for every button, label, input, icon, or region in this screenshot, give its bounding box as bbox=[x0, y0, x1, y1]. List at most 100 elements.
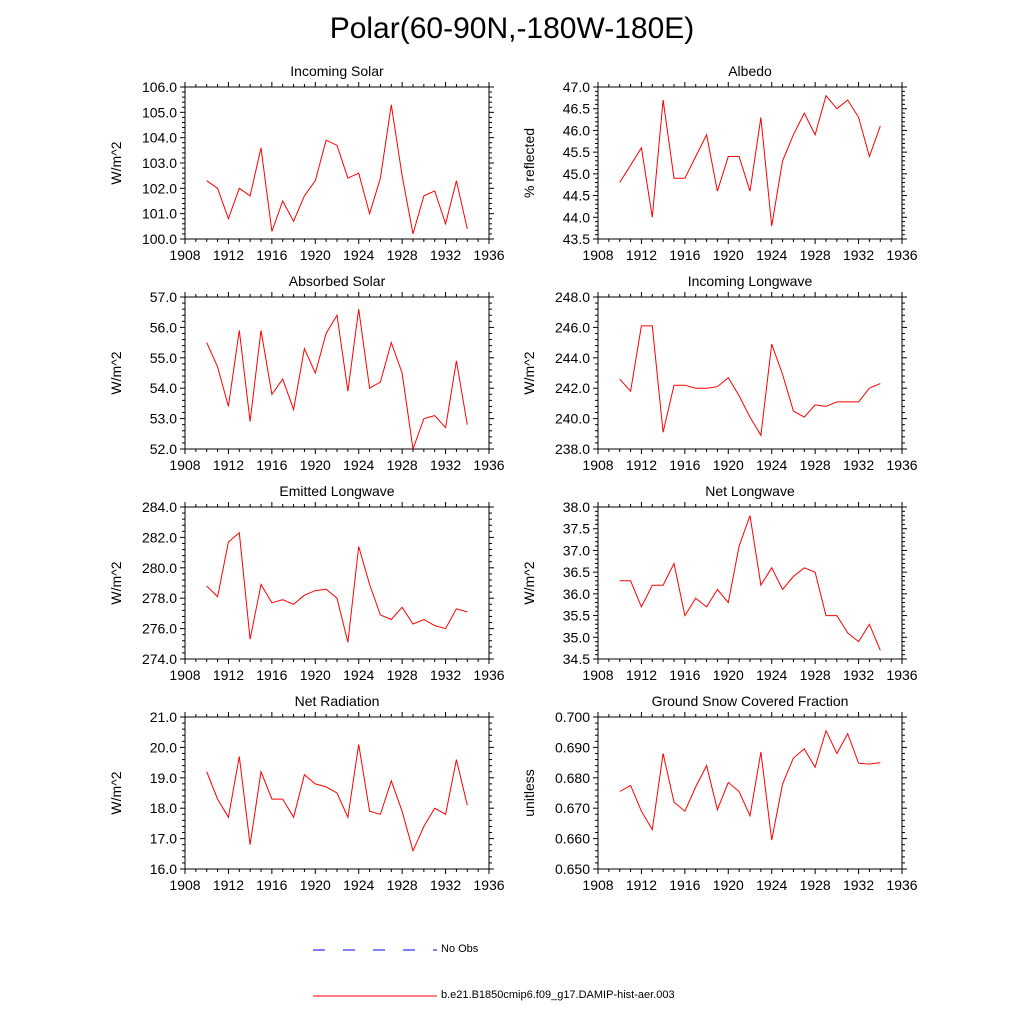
panel-title: Albedo bbox=[728, 63, 772, 79]
x-tick-label: 1912 bbox=[626, 667, 657, 683]
y-tick-label: 0.680 bbox=[555, 770, 590, 786]
panel-title: Net Radiation bbox=[295, 693, 380, 709]
x-tick-label: 1924 bbox=[343, 667, 374, 683]
x-tick-label: 1924 bbox=[343, 457, 374, 473]
x-tick-label: 1912 bbox=[213, 877, 244, 893]
x-tick-label: 1936 bbox=[886, 457, 917, 473]
y-tick-label: 46.5 bbox=[563, 101, 590, 117]
panel-4: Incoming Longwave W/m^2 1908 1912 1916 1920 19… bbox=[521, 273, 918, 473]
y-tick-label: 56.0 bbox=[150, 319, 177, 335]
plot-frame bbox=[597, 296, 903, 450]
x-tick-label: 1908 bbox=[169, 247, 200, 263]
x-tick-label: 1912 bbox=[213, 247, 244, 263]
x-tick-label: 1916 bbox=[256, 877, 287, 893]
series-line bbox=[619, 325, 881, 437]
y-tick-label: 248.0 bbox=[555, 289, 590, 305]
y-tick-label: 37.0 bbox=[563, 542, 590, 558]
x-tick-label: 1936 bbox=[473, 247, 504, 263]
y-tick-label: 44.0 bbox=[563, 209, 590, 225]
legend-item-obs: No Obs bbox=[313, 941, 613, 959]
x-tick-label: 1936 bbox=[473, 457, 504, 473]
panel-2: Albedo % reflected 1908 1912 1916 1920 1924 192… bbox=[521, 63, 918, 263]
panel-title: Emitted Longwave bbox=[279, 483, 394, 499]
x-tick-label: 1932 bbox=[430, 457, 461, 473]
panel-3: Absorbed Solar W/m^2 1908 1912 1916 1920 1924 1… bbox=[108, 273, 505, 473]
series-line bbox=[206, 744, 468, 853]
y-axis-label: W/m^2 bbox=[108, 771, 124, 814]
x-tick-label: 1928 bbox=[387, 877, 418, 893]
x-tick-label: 1916 bbox=[669, 877, 700, 893]
y-tick-label: 38.0 bbox=[563, 499, 590, 515]
x-tick-label: 1916 bbox=[669, 457, 700, 473]
panel-title: Absorbed Solar bbox=[289, 273, 386, 289]
x-tick-label: 1928 bbox=[800, 877, 831, 893]
x-tick-label: 1928 bbox=[387, 247, 418, 263]
x-tick-label: 1928 bbox=[387, 667, 418, 683]
x-tick-label: 1908 bbox=[582, 247, 613, 263]
y-tick-label: 276.0 bbox=[142, 621, 177, 637]
legend-swatch-model bbox=[313, 995, 437, 997]
y-tick-label: 246.0 bbox=[555, 319, 590, 335]
x-tick-label: 1932 bbox=[843, 667, 874, 683]
y-tick-label: 37.5 bbox=[563, 521, 590, 537]
x-tick-label: 1908 bbox=[169, 667, 200, 683]
legend-swatch-obs bbox=[313, 949, 437, 951]
x-tick-label: 1920 bbox=[300, 457, 331, 473]
y-tick-label: 35.5 bbox=[563, 608, 590, 624]
x-tick-label: 1920 bbox=[713, 667, 744, 683]
legend-item-model: b.e21.B1850cmip6.f09_g17.DAMIP-hist-aer.… bbox=[313, 987, 813, 1005]
y-tick-label: 54.0 bbox=[150, 380, 177, 396]
y-axis-label: % reflected bbox=[521, 128, 537, 198]
x-tick-label: 1916 bbox=[669, 667, 700, 683]
y-tick-label: 47.0 bbox=[563, 79, 590, 95]
x-tick-label: 1908 bbox=[582, 457, 613, 473]
y-tick-label: 274.0 bbox=[142, 651, 177, 667]
y-tick-label: 102.0 bbox=[142, 180, 177, 196]
plot-frame bbox=[597, 506, 903, 660]
x-tick-label: 1920 bbox=[300, 247, 331, 263]
figure-title: Polar(60-90N,-180W-180E) bbox=[329, 12, 695, 45]
y-tick-label: 21.0 bbox=[150, 709, 177, 725]
panel-5: Emitted Longwave W/m^2 1908 1912 1916 1920 192… bbox=[108, 483, 505, 683]
panel-title: Incoming Longwave bbox=[688, 273, 813, 289]
legend-label-obs: No Obs bbox=[441, 943, 479, 955]
x-tick-label: 1932 bbox=[430, 247, 461, 263]
legend-label-model: b.e21.B1850cmip6.f09_g17.DAMIP-hist-aer.… bbox=[441, 989, 675, 1001]
y-tick-label: 20.0 bbox=[150, 739, 177, 755]
x-tick-label: 1936 bbox=[886, 247, 917, 263]
x-tick-label: 1908 bbox=[169, 457, 200, 473]
y-axis-label: W/m^2 bbox=[108, 141, 124, 184]
y-tick-label: 238.0 bbox=[555, 441, 590, 457]
x-tick-label: 1912 bbox=[213, 667, 244, 683]
x-tick-label: 1920 bbox=[713, 457, 744, 473]
y-tick-label: 18.0 bbox=[150, 800, 177, 816]
panel-title: Incoming Solar bbox=[290, 63, 384, 79]
x-tick-label: 1924 bbox=[343, 877, 374, 893]
y-tick-label: 46.0 bbox=[563, 122, 590, 138]
x-tick-label: 1928 bbox=[800, 247, 831, 263]
panel-7: Net Radiation W/m^2 1908 1912 1916 1920 1924 19… bbox=[108, 693, 505, 893]
y-tick-label: 34.5 bbox=[563, 651, 590, 667]
y-tick-label: 240.0 bbox=[555, 411, 590, 427]
series-line bbox=[206, 531, 468, 643]
x-tick-label: 1920 bbox=[713, 877, 744, 893]
x-tick-label: 1916 bbox=[256, 247, 287, 263]
x-tick-label: 1920 bbox=[713, 247, 744, 263]
x-tick-label: 1920 bbox=[300, 877, 331, 893]
y-axis-label: W/m^2 bbox=[108, 351, 124, 394]
y-tick-label: 45.0 bbox=[563, 166, 590, 182]
y-tick-label: 19.0 bbox=[150, 770, 177, 786]
y-tick-label: 101.0 bbox=[142, 206, 177, 222]
x-tick-label: 1908 bbox=[582, 877, 613, 893]
x-tick-label: 1932 bbox=[430, 877, 461, 893]
y-tick-label: 103.0 bbox=[142, 155, 177, 171]
y-axis-label: W/m^2 bbox=[108, 561, 124, 604]
x-tick-label: 1936 bbox=[886, 877, 917, 893]
y-tick-label: 0.690 bbox=[555, 739, 590, 755]
y-tick-label: 35.0 bbox=[563, 629, 590, 645]
y-tick-label: 36.5 bbox=[563, 564, 590, 580]
y-tick-label: 16.0 bbox=[150, 861, 177, 877]
x-tick-label: 1928 bbox=[800, 667, 831, 683]
y-tick-label: 0.670 bbox=[555, 800, 590, 816]
